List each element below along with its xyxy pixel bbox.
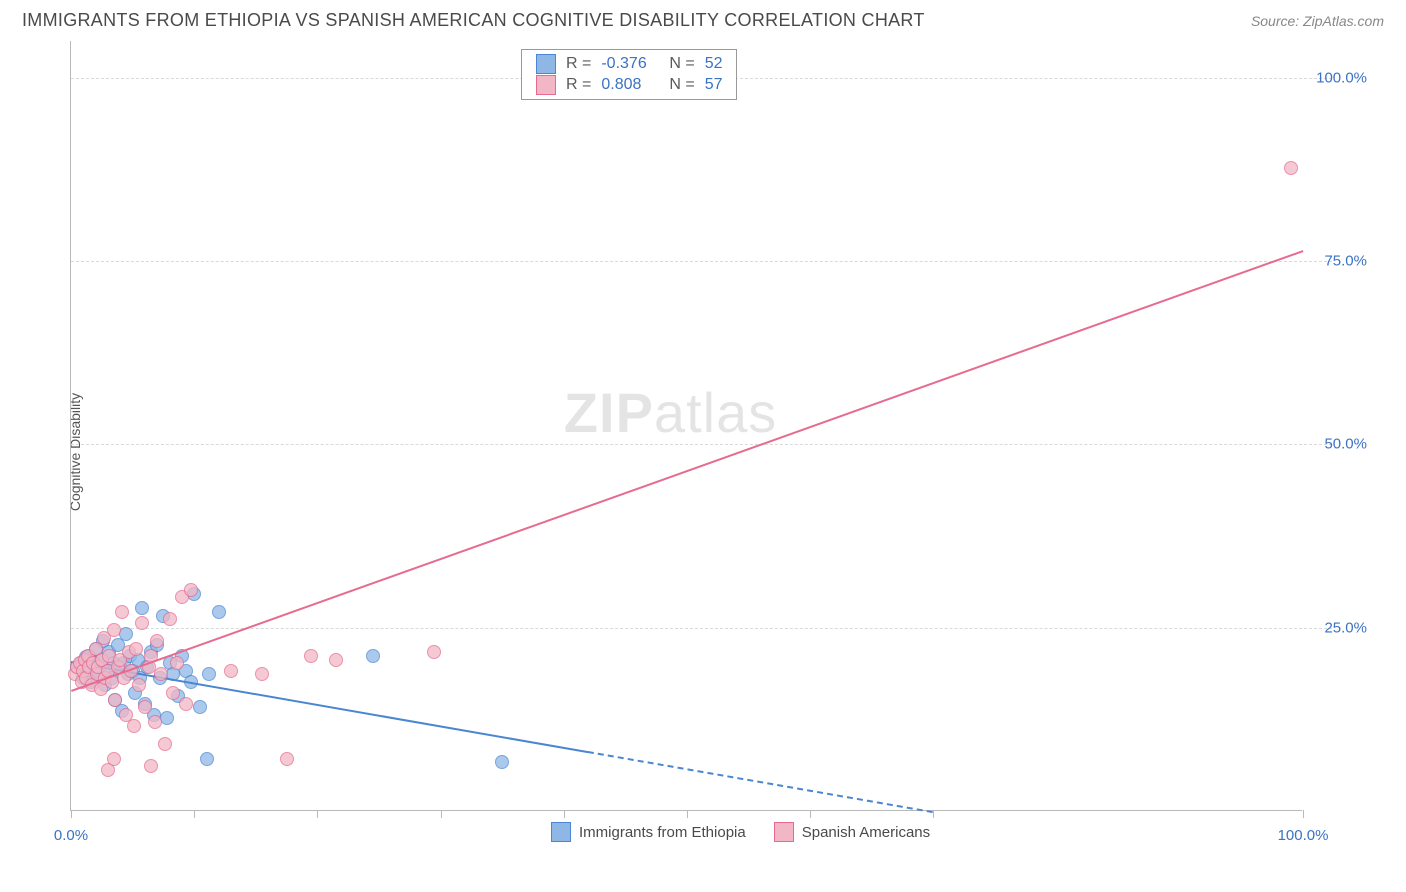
n-label: N = [669, 55, 694, 73]
data-point [135, 601, 149, 615]
gridline [71, 444, 1332, 445]
data-point [150, 634, 164, 648]
data-point [160, 711, 174, 725]
x-tick [687, 810, 688, 818]
y-tick-label: 100.0% [1316, 69, 1367, 86]
data-point [212, 605, 226, 619]
n-value: 52 [705, 55, 723, 73]
chart-header: IMMIGRANTS FROM ETHIOPIA VS SPANISH AMER… [0, 0, 1406, 37]
source-name: ZipAtlas.com [1303, 13, 1384, 29]
n-value: 57 [705, 76, 723, 94]
data-point [200, 752, 214, 766]
source-attribution: Source: ZipAtlas.com [1251, 13, 1384, 29]
source-prefix: Source: [1251, 13, 1303, 29]
data-point [193, 700, 207, 714]
trend-line [71, 250, 1304, 692]
data-point [1284, 161, 1298, 175]
legend-swatch [774, 822, 794, 842]
data-point [427, 645, 441, 659]
data-point [224, 664, 238, 678]
watermark: ZIPatlas [564, 380, 777, 445]
data-point [132, 678, 146, 692]
data-point [108, 693, 122, 707]
data-point [366, 649, 380, 663]
x-tick [810, 810, 811, 818]
legend-swatch [536, 75, 556, 95]
x-tick [71, 810, 72, 818]
gridline [71, 628, 1332, 629]
legend-row: R = 0.808 N = 57 [536, 75, 722, 95]
data-point [329, 653, 343, 667]
data-point [127, 719, 141, 733]
data-point [107, 752, 121, 766]
gridline [71, 261, 1332, 262]
data-point [163, 612, 177, 626]
data-point [304, 649, 318, 663]
plot-region: 25.0%50.0%75.0%100.0%0.0%100.0%ZIPatlasR… [70, 41, 1302, 811]
data-point [129, 642, 143, 656]
legend-swatch [536, 54, 556, 74]
data-point [148, 715, 162, 729]
chart-area: Cognitive Disability 25.0%50.0%75.0%100.… [22, 37, 1384, 867]
data-point [154, 667, 168, 681]
r-label: R = [566, 76, 591, 94]
data-point [166, 686, 180, 700]
data-point [107, 623, 121, 637]
x-tick [317, 810, 318, 818]
x-tick-label: 100.0% [1278, 827, 1329, 844]
data-point [119, 627, 133, 641]
r-label: R = [566, 55, 591, 73]
data-point [255, 667, 269, 681]
trend-line [588, 751, 933, 813]
legend-swatch [551, 822, 571, 842]
data-point [280, 752, 294, 766]
legend-label: Spanish Americans [802, 824, 930, 841]
x-tick [564, 810, 565, 818]
x-tick-label: 0.0% [54, 827, 88, 844]
data-point [144, 759, 158, 773]
data-point [115, 605, 129, 619]
data-point [170, 656, 184, 670]
data-point [138, 700, 152, 714]
legend-item: Immigrants from Ethiopia [551, 822, 746, 842]
data-point [184, 583, 198, 597]
x-tick [933, 810, 934, 818]
legend-label: Immigrants from Ethiopia [579, 824, 746, 841]
correlation-legend: R = -0.376 N = 52 R = 0.808 N = 57 [521, 49, 737, 100]
x-tick [194, 810, 195, 818]
r-value: -0.376 [601, 55, 659, 73]
chart-title: IMMIGRANTS FROM ETHIOPIA VS SPANISH AMER… [22, 10, 925, 31]
legend-row: R = -0.376 N = 52 [536, 54, 722, 74]
legend-item: Spanish Americans [774, 822, 930, 842]
y-tick-label: 50.0% [1324, 436, 1367, 453]
data-point [179, 697, 193, 711]
data-point [135, 616, 149, 630]
x-tick [441, 810, 442, 818]
data-point [158, 737, 172, 751]
data-point [495, 755, 509, 769]
y-tick-label: 75.0% [1324, 253, 1367, 270]
y-tick-label: 25.0% [1324, 619, 1367, 636]
data-point [202, 667, 216, 681]
series-legend: Immigrants from Ethiopia Spanish American… [551, 822, 930, 842]
n-label: N = [669, 76, 694, 94]
r-value: 0.808 [601, 76, 659, 94]
x-tick [1303, 810, 1304, 818]
